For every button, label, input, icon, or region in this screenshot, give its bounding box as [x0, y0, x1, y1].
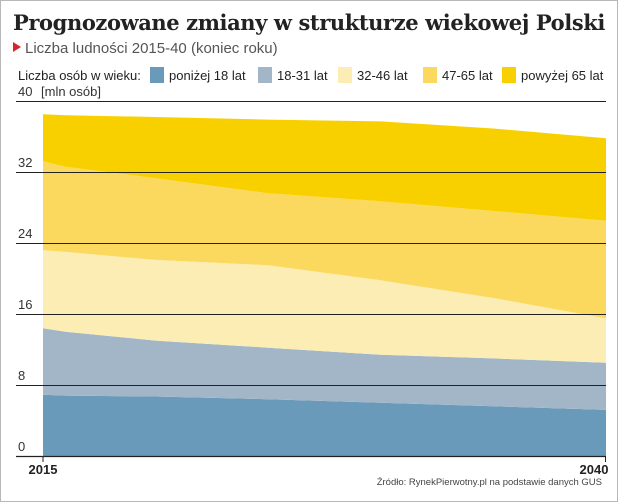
area-powy-ej-65-lat — [43, 114, 606, 221]
legend-label-47-65: 47-65 lat — [442, 68, 493, 83]
y-tick-label-0: 0 — [18, 439, 25, 454]
legend-swatch-over-65 — [502, 67, 516, 83]
legend-label-over-65: powyżej 65 lat — [521, 68, 604, 83]
source-note: Źródło: RynekPierwotny.pl na podstawie d… — [376, 477, 602, 488]
y-tick-label-24: 24 — [18, 226, 32, 241]
y-tick-label-40: 40 — [18, 84, 32, 99]
legend-swatch-18-31 — [258, 67, 272, 83]
legend-label-18-31: 18-31 lat — [277, 68, 328, 83]
legend-swatch-32-46 — [338, 67, 352, 83]
area-47-65-lat — [43, 161, 606, 319]
legend-lead: Liczba osób w wieku: — [18, 68, 141, 83]
y-tick-label-32: 32 — [18, 155, 32, 170]
area-32-46-lat — [43, 250, 606, 363]
x-tick-label-2015: 2015 — [29, 462, 58, 477]
y-tick-label-8: 8 — [18, 368, 25, 383]
chart-subtitle: Liczba ludności 2015-40 (koniec roku) — [13, 40, 278, 57]
chart-title: Prognozowane zmiany w strukturze wiekowe… — [13, 10, 605, 35]
area-poni-ej-18-lat — [43, 394, 606, 456]
legend-swatch-47-65 — [423, 67, 437, 83]
y-axis-label: [mln osób] — [41, 84, 101, 99]
legend-swatch-under-18 — [150, 67, 164, 83]
x-tick-label-2040: 2040 — [580, 462, 609, 477]
red-triangle-icon — [13, 42, 21, 52]
legend-label-32-46: 32-46 lat — [357, 68, 408, 83]
y-tick-label-16: 16 — [18, 297, 32, 312]
area-18-31-lat — [43, 328, 606, 410]
legend-label-under-18: poniżej 18 lat — [169, 68, 246, 83]
subtitle-text: Liczba ludności 2015-40 (koniec roku) — [25, 40, 278, 57]
